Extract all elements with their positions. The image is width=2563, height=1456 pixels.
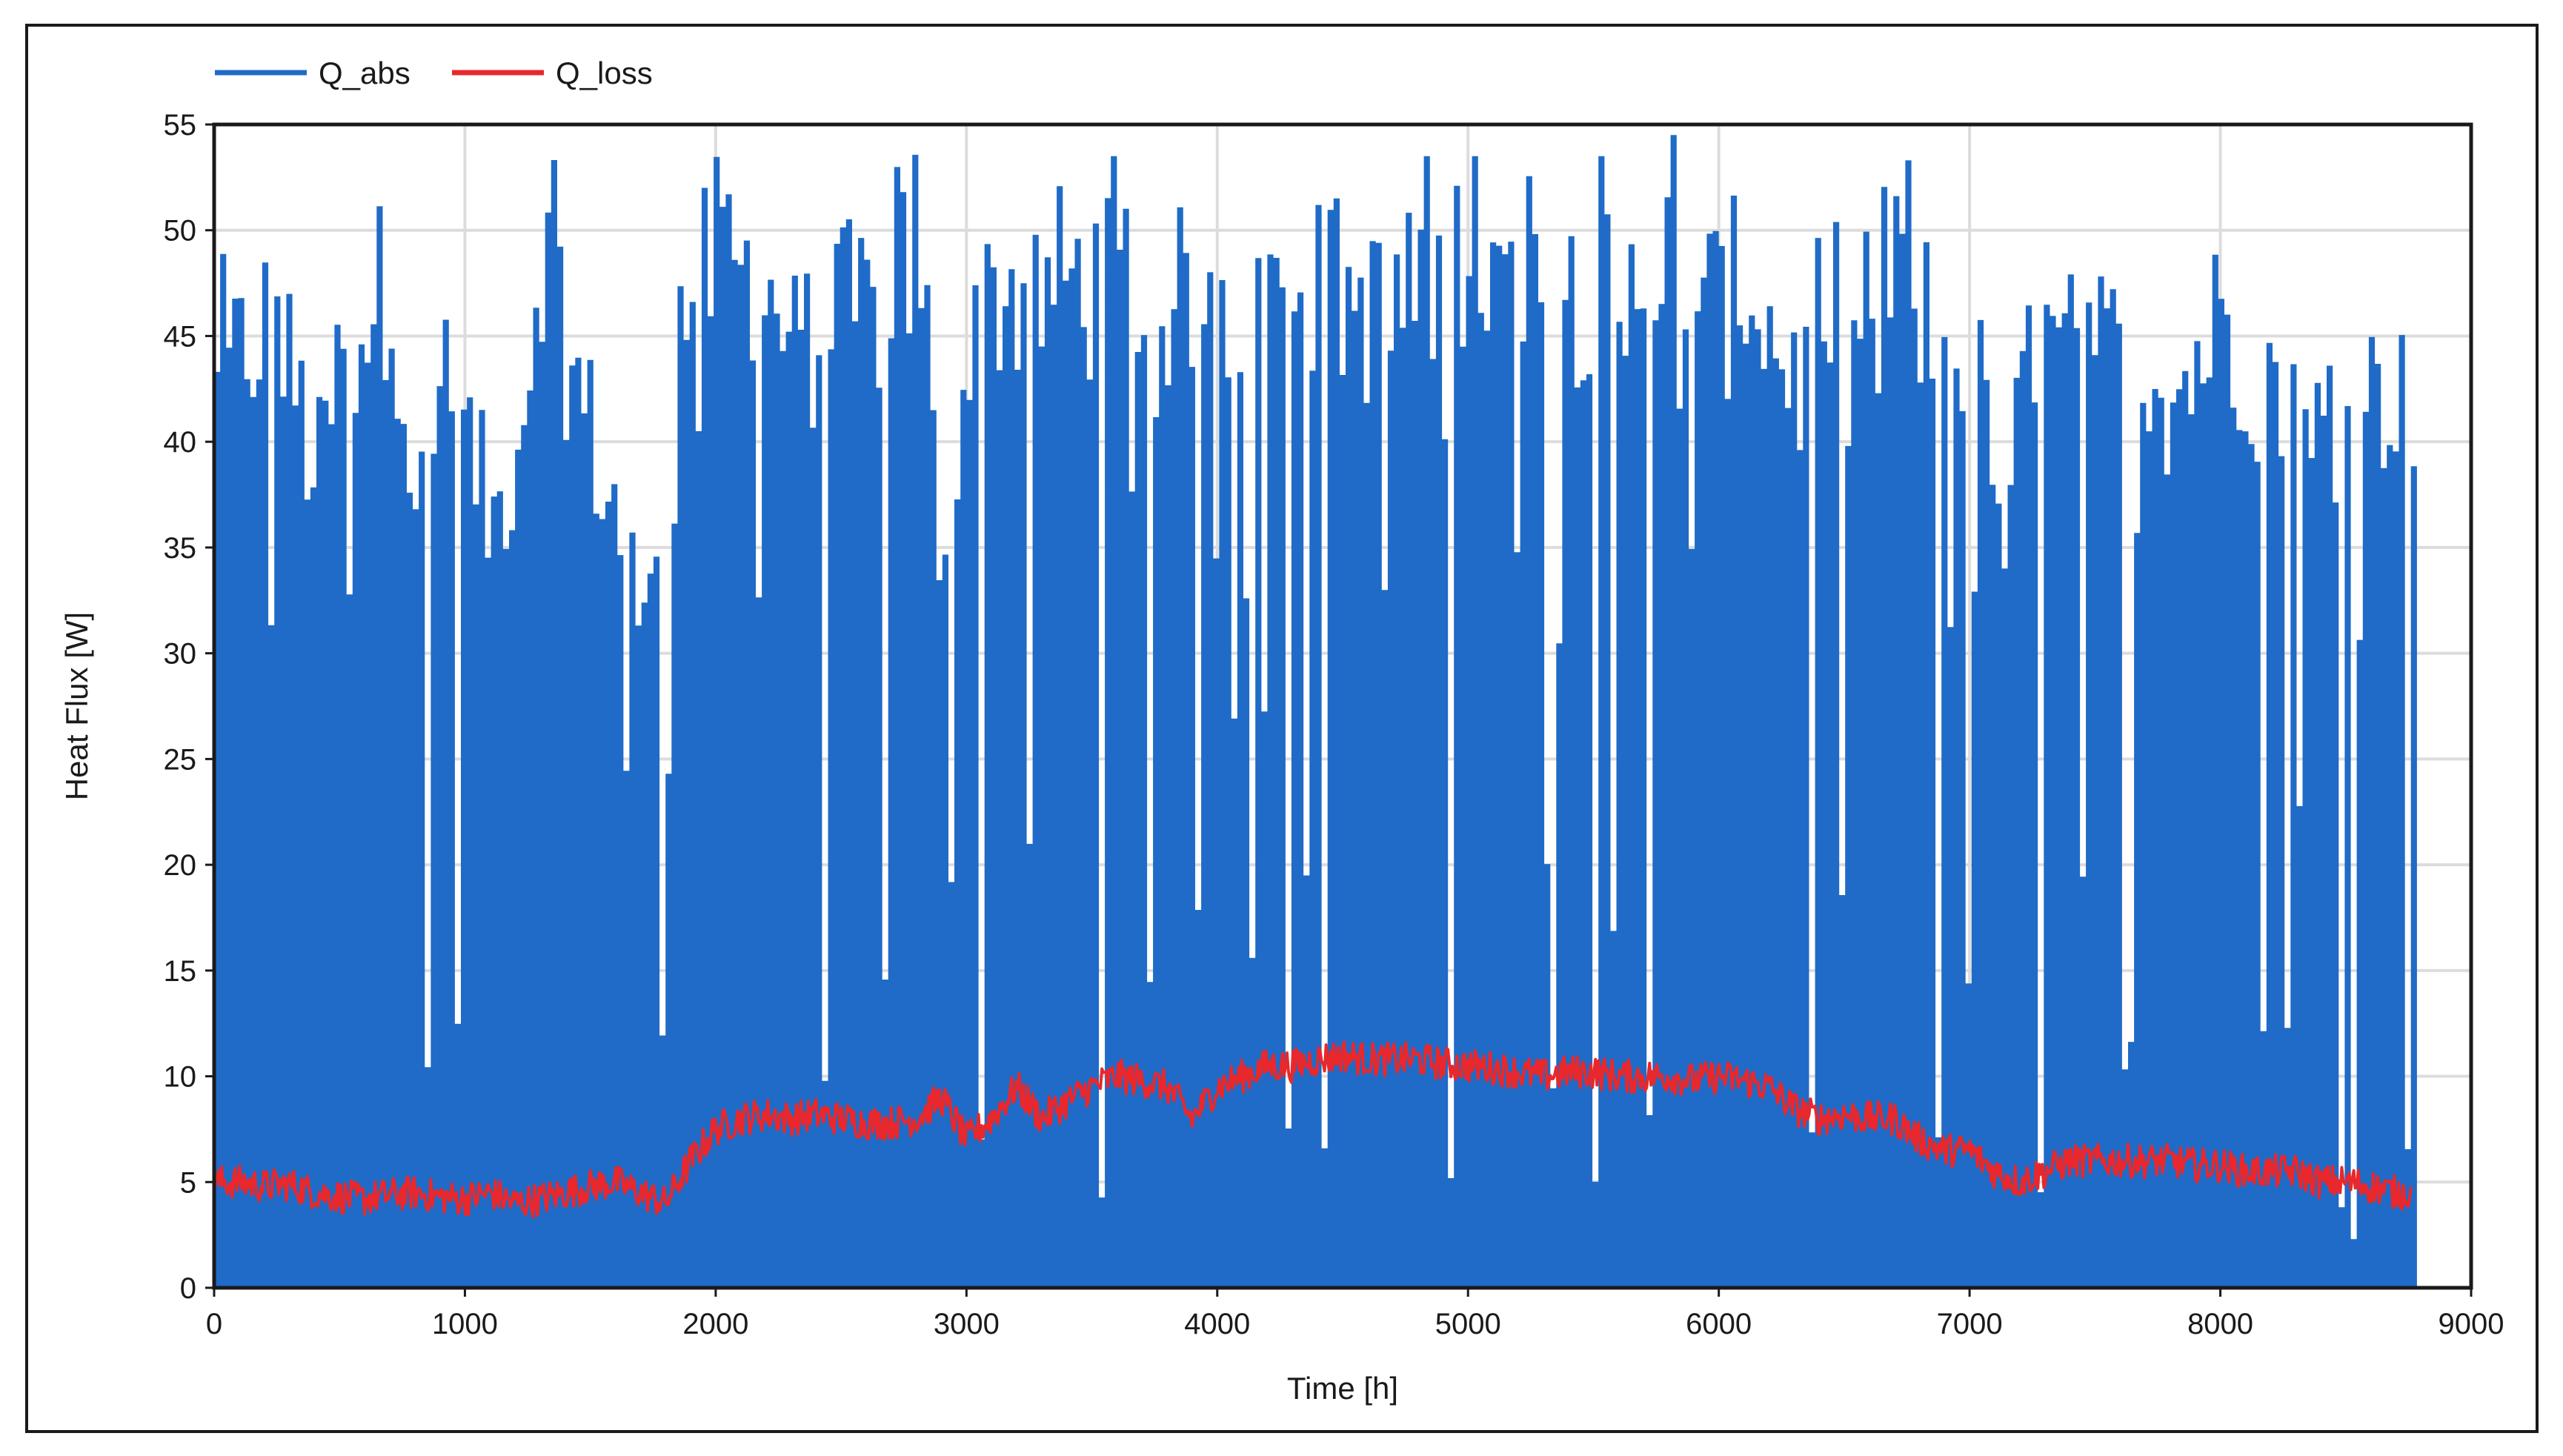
- plot-area-border: [212, 122, 2473, 1290]
- x-tick-label: 6000: [1686, 1308, 1752, 1340]
- y-tick-label: 0: [180, 1272, 196, 1305]
- series-q-loss: [213, 1040, 2413, 1219]
- y-tick-label: 30: [164, 638, 197, 671]
- y-tick-label: 55: [164, 109, 197, 142]
- y-tick-label: 20: [164, 849, 197, 882]
- x-tick-label: 2000: [682, 1308, 748, 1340]
- x-tick-label: 5000: [1435, 1308, 1501, 1340]
- y-tick-label: 50: [164, 215, 197, 247]
- y-tick-label: 40: [164, 426, 197, 459]
- x-tick-label: 9000: [2439, 1308, 2504, 1340]
- y-axis-label: Heat Flux [W]: [59, 612, 94, 800]
- axis-ticks: 0 1000 2000 3000 4000 5000 6000 7000 8000 9000 0 5 1…: [164, 109, 2504, 1340]
- q-abs-peaks: [214, 135, 2417, 1288]
- x-tick-label: 3000: [934, 1308, 1000, 1340]
- x-tick-label: 1000: [432, 1308, 498, 1340]
- legend: Q_abs Q_loss: [215, 56, 653, 90]
- x-tick-label: 7000: [1937, 1308, 2003, 1340]
- y-tick-label: 35: [164, 532, 197, 565]
- y-tick-label: 15: [164, 955, 197, 988]
- x-tick-label: 4000: [1184, 1308, 1250, 1340]
- x-tick-label: 0: [206, 1308, 222, 1340]
- legend-label-q-loss: Q_loss: [556, 56, 653, 90]
- y-tick-label: 45: [164, 320, 197, 353]
- x-tick-label: 8000: [2187, 1308, 2253, 1340]
- series-q-abs: [214, 135, 2417, 1288]
- legend-label-q-abs: Q_abs: [319, 56, 410, 90]
- y-tick-label: 10: [164, 1061, 197, 1094]
- y-tick-label: 5: [180, 1166, 196, 1199]
- y-tick-label: 25: [164, 743, 197, 776]
- q-loss-line: [213, 1040, 2413, 1219]
- x-axis-label: Time [h]: [1287, 1371, 1398, 1406]
